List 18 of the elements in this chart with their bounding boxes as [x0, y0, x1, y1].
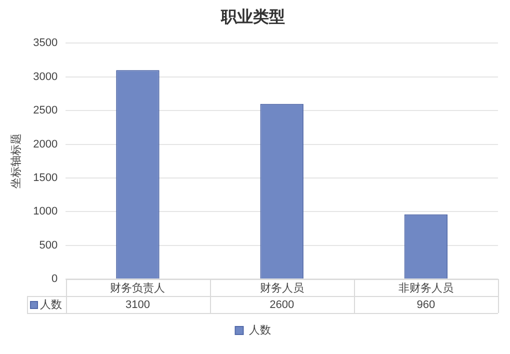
y-tick-label: 1000	[33, 206, 58, 218]
y-tick-label: 2500	[33, 104, 58, 117]
y-tick-label: 3500	[33, 37, 58, 50]
data-label: 960	[416, 299, 436, 312]
y-axis-title: 坐标轴标题	[10, 134, 23, 189]
y-tick-label: 1500	[33, 172, 58, 184]
y-tick-label: 500	[39, 239, 58, 252]
data-label: 2600	[270, 299, 294, 312]
text: 人数	[40, 299, 62, 312]
data-label: 3100	[125, 299, 150, 312]
y-tick-label: 3000	[33, 70, 58, 83]
x-tick-label: 财务人员	[260, 282, 304, 295]
legend-label: 人数	[248, 324, 271, 337]
x-tick-label: 非财务人员	[398, 282, 454, 295]
chart-title: 职业类型	[220, 8, 285, 26]
y-tick-label: 2000	[33, 138, 58, 150]
x-tick-label: 财务负责人	[110, 282, 166, 295]
y-tick-label: 0	[52, 273, 58, 286]
